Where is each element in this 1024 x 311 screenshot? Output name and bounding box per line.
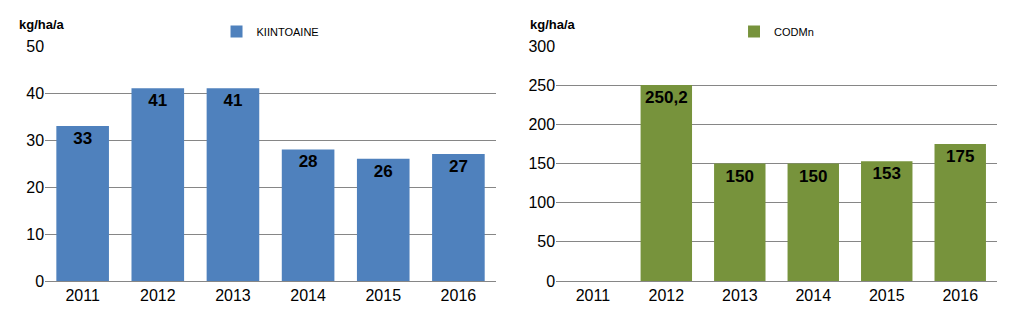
svg-text:50: 50 [537, 233, 555, 250]
svg-text:2012: 2012 [649, 287, 685, 304]
svg-text:175: 175 [946, 147, 974, 166]
svg-text:27: 27 [449, 157, 468, 176]
svg-text:2011: 2011 [576, 287, 611, 304]
svg-text:30: 30 [26, 132, 44, 149]
svg-text:2014: 2014 [795, 287, 831, 304]
svg-text:150: 150 [726, 167, 754, 186]
svg-text:50: 50 [26, 38, 44, 55]
svg-text:2014: 2014 [290, 287, 326, 304]
svg-text:0: 0 [546, 273, 555, 290]
svg-text:2013: 2013 [722, 287, 758, 304]
svg-text:250: 250 [528, 77, 555, 94]
svg-text:41: 41 [223, 91, 242, 110]
svg-text:kg/ha/a: kg/ha/a [530, 17, 576, 32]
svg-text:2016: 2016 [942, 287, 978, 304]
svg-text:20: 20 [26, 179, 44, 196]
svg-text:2016: 2016 [441, 287, 477, 304]
svg-text:33: 33 [73, 129, 92, 148]
svg-text:2012: 2012 [140, 287, 176, 304]
svg-text:150: 150 [799, 167, 827, 186]
svg-text:2011: 2011 [65, 287, 100, 304]
svg-text:100: 100 [528, 194, 555, 211]
svg-text:40: 40 [26, 85, 44, 102]
svg-text:153: 153 [873, 164, 901, 183]
svg-text:28: 28 [299, 152, 318, 171]
svg-text:0: 0 [35, 273, 44, 290]
svg-text:41: 41 [148, 91, 167, 110]
svg-text:26: 26 [374, 162, 393, 181]
svg-text:150: 150 [528, 155, 555, 172]
svg-text:250,2: 250,2 [645, 88, 688, 107]
svg-text:KIINTOAINE: KIINTOAINE [257, 26, 319, 38]
svg-text:2013: 2013 [215, 287, 251, 304]
svg-text:300: 300 [528, 38, 555, 55]
svg-text:kg/ha/a: kg/ha/a [19, 17, 65, 32]
svg-text:2015: 2015 [365, 287, 401, 304]
svg-text:200: 200 [528, 116, 555, 133]
svg-text:CODMn: CODMn [774, 26, 814, 38]
svg-text:10: 10 [26, 226, 44, 243]
svg-text:2015: 2015 [869, 287, 905, 304]
